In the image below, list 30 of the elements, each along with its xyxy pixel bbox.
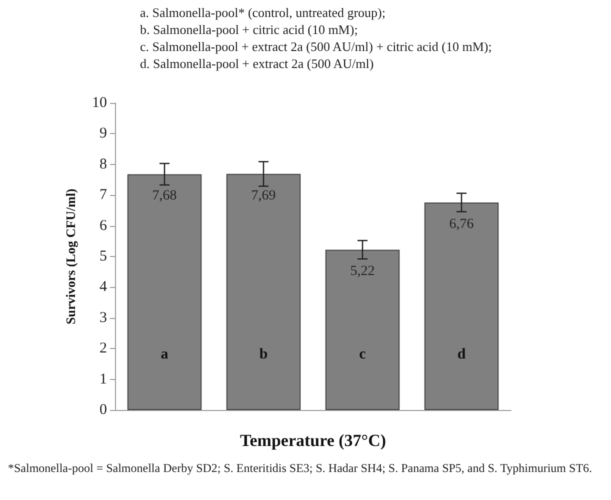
data-label: 6,76 [449, 216, 474, 232]
x-tick-label: a [160, 346, 169, 362]
bar [424, 202, 499, 410]
bar [226, 174, 301, 410]
text: a. Salmonella-pool* (control, untreated group); [140, 5, 386, 20]
y-tick-label: 8 [100, 156, 107, 172]
bar [127, 174, 202, 410]
text: *Salmonella-pool = Salmonella Derby SD2; S. Enteritidis SE3; S. Hadar SH4; S. Panama SP5, and S. Typhimurium ST6. [8, 461, 592, 475]
text: d. Salmonella-pool + extract 2a (500 AU/ml) [140, 56, 374, 71]
data-label: 7,69 [251, 188, 276, 204]
y-tick-label: 9 [100, 126, 107, 142]
data-label: 7,68 [152, 188, 177, 204]
y-tick-label: 7 [100, 187, 108, 204]
y-tick-label: 10 [92, 95, 107, 111]
text: c. Salmonella-pool + extract 2a (500 AU/ml) + citric acid (10 mM); [140, 39, 492, 54]
y-tick-label: 3 [100, 310, 107, 326]
y-tick-label: 6 [100, 218, 108, 234]
y-tick-label: 1 [100, 371, 107, 388]
y-tick-label: 4 [100, 279, 108, 296]
x-tick-label: d [457, 346, 466, 362]
x-tick-label: c [359, 346, 366, 362]
y-tick-label: 5 [100, 248, 107, 264]
text: b. Salmonella-pool + citric acid (10 mM); [140, 22, 358, 37]
bar [325, 250, 400, 410]
x-tick-label: b [259, 346, 268, 362]
data-label: 5,22 [350, 264, 375, 280]
x-axis-title: Temperature (37°C) [240, 431, 386, 450]
y-axis-title: Survivors (Log CFU/ml) [63, 188, 78, 324]
y-tick-label: 2 [100, 340, 107, 357]
y-tick-label: 0 [100, 402, 107, 418]
